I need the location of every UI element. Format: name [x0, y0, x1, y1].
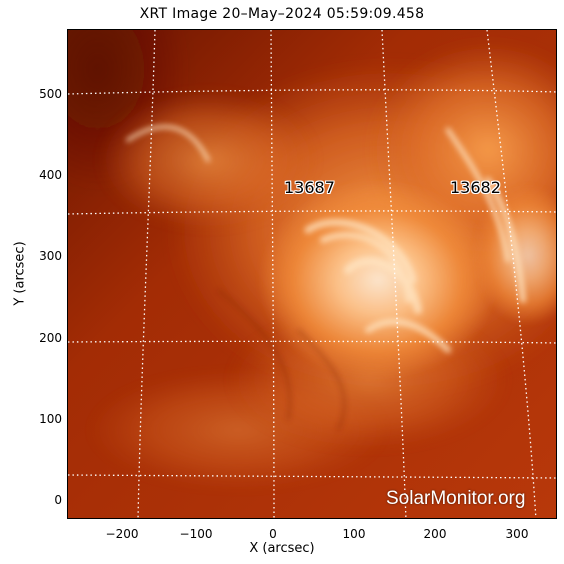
x-tick-label: 100 — [342, 527, 366, 541]
watermark: SolarMonitor.org — [386, 488, 526, 509]
y-tick-label: 400 — [39, 168, 62, 182]
y-tick-label: 200 — [39, 331, 62, 345]
coordinate-grid — [68, 30, 556, 518]
active-region-label-13682: 13682 — [450, 178, 501, 197]
x-tick-label: 300 — [505, 527, 529, 541]
y-tick-label: 300 — [39, 249, 62, 263]
xrt-solar-image — [68, 30, 556, 518]
y-tick-label: 100 — [39, 412, 62, 426]
x-tick-label: −100 — [179, 527, 213, 541]
y-tick-label: 500 — [39, 87, 62, 101]
active-region-label-13687: 13687 — [284, 178, 335, 197]
x-tick-label: −200 — [105, 527, 139, 541]
page-title: XRT Image 20–May–2024 05:59:09.458 — [139, 6, 425, 22]
solar-image-plot — [67, 29, 557, 519]
x-tick-label: 200 — [423, 527, 447, 541]
x-axis-label: X (arcsec) — [249, 541, 315, 556]
y-tick-label: 0 — [54, 493, 62, 507]
x-tick-label: 0 — [269, 527, 277, 541]
y-axis-label: Y (arcsec) — [12, 241, 28, 306]
